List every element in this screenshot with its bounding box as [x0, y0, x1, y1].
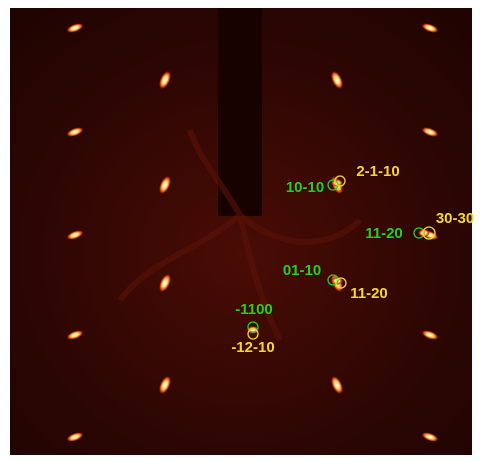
label: 10-10 [286, 179, 324, 196]
label: -1100 [235, 301, 273, 318]
label: 30-30 [436, 210, 474, 227]
label: 01-10 [283, 262, 321, 279]
label: 11-20 [350, 285, 388, 302]
beam-stop [218, 8, 262, 216]
label: 11-20 [365, 225, 403, 242]
diffraction-image: 2-1-10 10-10 30-30 11-20 01-10 11-20 -11… [0, 0, 483, 461]
label: 2-1-10 [356, 163, 399, 180]
label: -12-10 [231, 339, 274, 356]
